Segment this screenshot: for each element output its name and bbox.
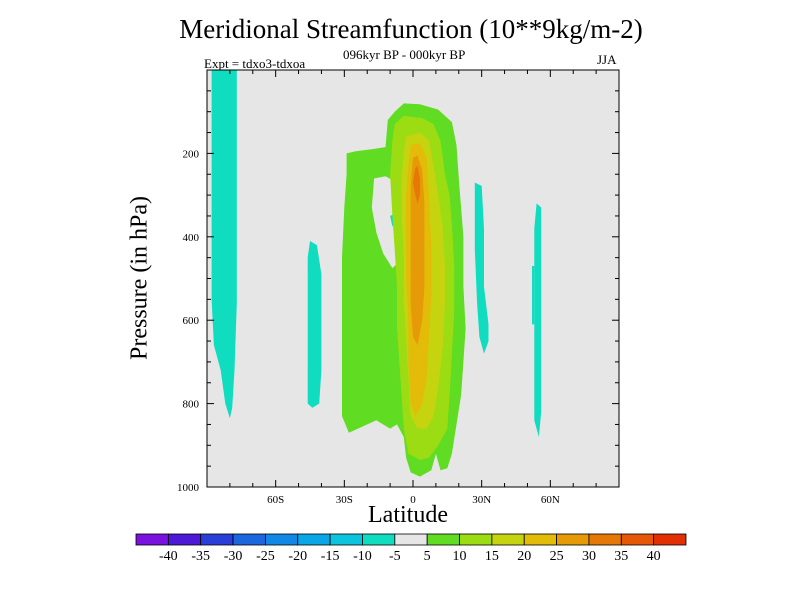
colorbar-swatch [135, 533, 169, 546]
colorbar-swatch [620, 533, 655, 546]
colorbar-label: -25 [256, 549, 275, 564]
colorbar-label: -40 [159, 549, 178, 564]
axes: 60S 30S 0 30N 60N 200 400 600 800 1000 [177, 69, 620, 506]
chart-subtitle: 096kyr BP - 000kyr BP [343, 47, 466, 62]
x-tick-label: 30S [336, 494, 353, 506]
colorbar-swatch [362, 533, 396, 546]
colorbar-label: 15 [485, 549, 499, 564]
colorbar-swatch [265, 533, 299, 546]
colorbar-label: -10 [353, 549, 372, 564]
colorbar-swatch [426, 533, 460, 546]
contour-region-level-25-10 [410, 155, 425, 346]
colorbar-swatch [491, 533, 525, 546]
colorbar-label: 30 [582, 549, 596, 564]
y-tick-label: 600 [183, 315, 200, 327]
colorbar-swatch [297, 533, 331, 546]
colorbar-swatch [653, 533, 687, 546]
contour-region-level--5-4 [532, 266, 535, 325]
colorbar-label: -30 [224, 549, 243, 564]
colorbar-swatch [394, 533, 428, 546]
colorbar-label: -35 [191, 549, 210, 564]
colorbar-label: 10 [453, 549, 467, 564]
colorbar-label: 35 [614, 549, 628, 564]
colorbar-swatch [588, 533, 622, 546]
colorbar-swatch [167, 533, 202, 546]
colorbar-label: -20 [288, 549, 307, 564]
colorbar-swatch [232, 533, 266, 546]
x-axis-label: Latitude [368, 502, 448, 528]
plot-area [207, 70, 619, 487]
experiment-label: Expt = tdxo3-tdxoa [204, 56, 306, 71]
x-tick-label: 60N [541, 494, 560, 506]
season-label: JJA [597, 52, 617, 67]
contour-region-level-30-11 [413, 165, 420, 204]
x-tick-label: 30N [472, 494, 491, 506]
y-tick-label: 200 [183, 148, 200, 160]
colorbar-label: 20 [517, 549, 531, 564]
colorbar-label: 25 [550, 549, 564, 564]
x-tick-label: 60S [267, 494, 284, 506]
colorbar-swatch [200, 533, 234, 546]
colorbar-swatch [329, 533, 363, 546]
colorbar-label: -5 [389, 549, 401, 564]
y-tick-label: 800 [183, 399, 200, 411]
colorbar: -40 -35 -30 -25 -20 -15 -10 -5 5 10 15 20 25 30 35 40 [135, 533, 687, 564]
contour-region-level--5-2 [474, 182, 489, 354]
colorbar-label: 40 [647, 549, 661, 564]
contour-region-level--5-1 [307, 241, 322, 408]
y-tick-label: 400 [183, 232, 200, 244]
colorbar-swatch [459, 533, 493, 546]
colorbar-label: -15 [321, 549, 340, 564]
y-tick-label: 1000 [177, 482, 200, 494]
x-tick-label: 0 [410, 494, 416, 506]
colorbar-swatch [523, 533, 557, 546]
colorbar-label: 5 [424, 549, 431, 564]
colorbar-swatch [556, 533, 590, 546]
chart-title: Meridional Streamfunction (10**9kg/m-2) [179, 14, 643, 44]
contour-region-level--5-0 [211, 70, 237, 419]
contour-region-level--5-3 [534, 203, 542, 437]
